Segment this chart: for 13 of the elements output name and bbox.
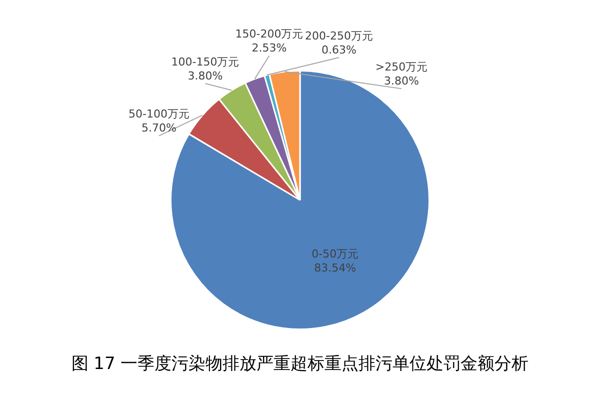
text: 图 17 一季度污染物排放严重超标重点排污单位处罚金额分析 bbox=[70, 353, 530, 375]
data-label: 2.53% bbox=[252, 42, 287, 55]
data-label: 83.54% bbox=[314, 262, 356, 275]
data-label: 3.80% bbox=[188, 69, 223, 82]
slice-label: 0-50万元 bbox=[312, 248, 359, 261]
data-label: 0.63% bbox=[322, 43, 356, 56]
slice-label: 200-250万元 bbox=[305, 29, 374, 42]
data-label: 3.80% bbox=[384, 74, 419, 88]
data-label: 5.70% bbox=[141, 122, 176, 135]
slice-label: >250万元 bbox=[375, 60, 428, 74]
slice-label: 100-150万元 bbox=[171, 55, 240, 68]
slice-label: 50-100万元 bbox=[128, 108, 190, 121]
slice-label: 150-200万元 bbox=[235, 28, 304, 41]
